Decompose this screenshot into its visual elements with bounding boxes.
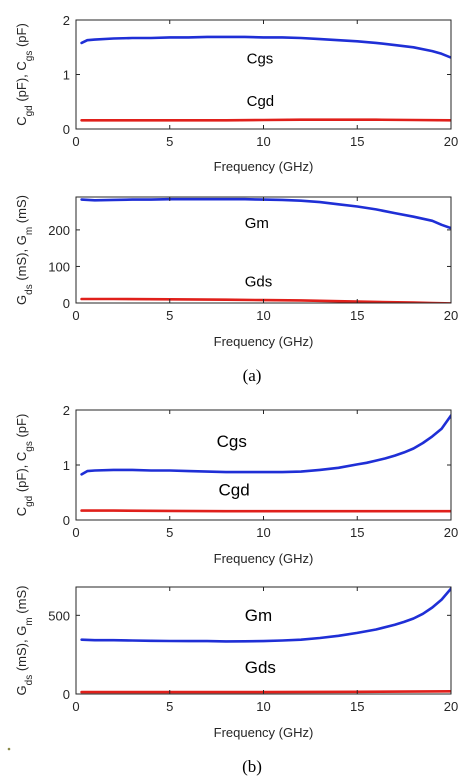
y-tick-label: 0 bbox=[63, 122, 70, 137]
chart-b2: 0 5 10 15 20 0 500 Frequency (GHz) Gds (mS), Gm … bbox=[14, 586, 458, 740]
x-axis-label: Frequency (GHz) bbox=[214, 551, 314, 566]
caption-a: (a) bbox=[243, 366, 262, 385]
annotation-gds: Gds bbox=[245, 274, 273, 291]
x-tick-label: 10 bbox=[256, 308, 270, 323]
y-label-part: (pF), C bbox=[14, 452, 29, 496]
series-line-cgd bbox=[80, 118, 451, 122]
x-tick-label: 15 bbox=[350, 525, 364, 540]
x-axis-label: Frequency (GHz) bbox=[214, 159, 314, 174]
annotation-gm: Gm bbox=[245, 606, 272, 625]
series-line-cgs bbox=[80, 35, 451, 59]
y-axis-label: Gds (mS), Gm (mS) bbox=[14, 586, 35, 696]
x-tick-label: 5 bbox=[166, 308, 173, 323]
x-tick-label: 5 bbox=[166, 134, 173, 149]
y-tick-label: 1 bbox=[63, 458, 70, 473]
series-line-gm bbox=[80, 587, 451, 643]
y-label-subscript: gs bbox=[24, 51, 35, 62]
y-label-subscript: gs bbox=[24, 441, 35, 452]
y-label-part: (mS) bbox=[14, 586, 29, 618]
y-tick-label: 2 bbox=[63, 403, 70, 418]
caption-b: (b) bbox=[242, 757, 262, 776]
y-tick-label: 0 bbox=[63, 687, 70, 702]
annotation-cgd: Cgd bbox=[219, 480, 250, 499]
y-label-part: C bbox=[14, 507, 29, 516]
y-tick-label: 0 bbox=[63, 513, 70, 528]
x-tick-label: 5 bbox=[166, 525, 173, 540]
y-label-part: G bbox=[14, 295, 29, 305]
series-line-cgd bbox=[80, 509, 451, 513]
x-tick-label: 10 bbox=[256, 134, 270, 149]
x-tick-label: 20 bbox=[444, 308, 458, 323]
x-tick-label: 5 bbox=[166, 699, 173, 714]
x-tick-label: 15 bbox=[350, 699, 364, 714]
y-label-subscript: m bbox=[24, 227, 35, 235]
y-label-part: C bbox=[14, 116, 29, 125]
y-label-part: (pF) bbox=[14, 23, 29, 50]
y-label-part: (pF), C bbox=[14, 61, 29, 105]
y-label-subscript: gd bbox=[24, 496, 35, 507]
annotation-cgs: Cgs bbox=[247, 51, 274, 68]
x-tick-label: 10 bbox=[256, 699, 270, 714]
stray-dot-mark bbox=[7, 747, 11, 751]
y-axis-label: Cgd (pF), Cgs (pF) bbox=[14, 23, 35, 126]
series-line-cgs bbox=[80, 414, 451, 476]
y-tick-label: 100 bbox=[48, 259, 70, 274]
y-axis-label: Cgd (pF), Cgs (pF) bbox=[14, 414, 35, 517]
x-tick-label: 15 bbox=[350, 308, 364, 323]
x-tick-label: 10 bbox=[256, 525, 270, 540]
annotation-cgs: Cgs bbox=[217, 432, 247, 451]
y-tick-label: 1 bbox=[63, 68, 70, 83]
y-tick-label: 2 bbox=[63, 13, 70, 28]
x-axis-label: Frequency (GHz) bbox=[214, 725, 314, 740]
y-tick-label: 0 bbox=[63, 296, 70, 311]
x-tick-label: 20 bbox=[444, 134, 458, 149]
x-tick-label: 0 bbox=[72, 308, 79, 323]
x-tick-label: 20 bbox=[444, 525, 458, 540]
y-tick-label: 200 bbox=[48, 223, 70, 238]
chart-b1: 0 5 10 15 20 0 1 2 Frequency (GHz) Cgd (pF), Cgs … bbox=[14, 403, 458, 566]
x-tick-label: 0 bbox=[72, 525, 79, 540]
chart-a1: 0 5 10 15 20 0 1 2 Frequency (GHz) Cgd (pF), Cgs … bbox=[14, 13, 458, 174]
x-tick-label: 0 bbox=[72, 699, 79, 714]
annotation-gds: Gds bbox=[245, 658, 276, 677]
y-label-part: (mS), G bbox=[14, 235, 29, 284]
y-label-subscript: ds bbox=[24, 675, 35, 686]
y-axis-label: Gds (mS), Gm (mS) bbox=[14, 195, 35, 305]
y-label-part: (mS) bbox=[14, 195, 29, 227]
x-axis-label: Frequency (GHz) bbox=[214, 334, 314, 349]
series-line-gds bbox=[80, 689, 451, 694]
y-label-part: (pF) bbox=[14, 414, 29, 441]
axes-box bbox=[75, 409, 452, 521]
y-label-subscript: m bbox=[24, 617, 35, 625]
y-label-part: G bbox=[14, 685, 29, 695]
x-tick-label: 20 bbox=[444, 699, 458, 714]
annotation-gm: Gm bbox=[245, 215, 269, 232]
annotation-cgd: Cgd bbox=[247, 93, 275, 110]
y-label-subscript: gd bbox=[24, 105, 35, 116]
series-line-gm bbox=[80, 197, 451, 230]
y-tick-label: 500 bbox=[48, 608, 70, 623]
x-tick-label: 15 bbox=[350, 134, 364, 149]
x-tick-label: 0 bbox=[72, 134, 79, 149]
y-label-part: (mS), G bbox=[14, 626, 29, 675]
y-label-subscript: ds bbox=[24, 284, 35, 295]
